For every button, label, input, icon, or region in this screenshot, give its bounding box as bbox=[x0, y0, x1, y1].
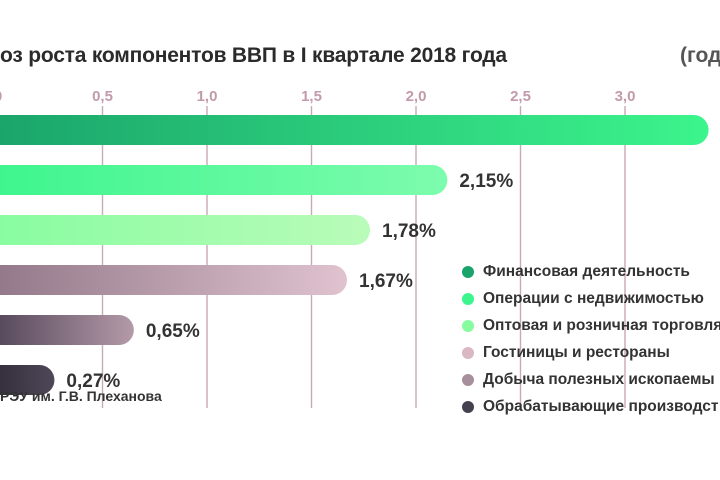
legend-label: Оптовая и розничная торговля bbox=[483, 316, 720, 334]
legend-label: Добыча полезных ископаемы bbox=[483, 370, 715, 388]
bar bbox=[0, 365, 55, 395]
bars bbox=[0, 115, 709, 395]
bar bbox=[0, 215, 371, 245]
legend-label: Операции с недвижимостью bbox=[483, 289, 704, 307]
bar-value-label: 0,27% bbox=[66, 371, 120, 392]
bar-value-label: 0,65% bbox=[146, 321, 200, 342]
legend-swatch bbox=[462, 319, 474, 332]
legend-item: Операции с недвижимостью bbox=[462, 285, 720, 312]
legend-label: Обрабатывающие производст bbox=[483, 397, 719, 415]
x-axis-ticks: 0 0,5 1,0 1,5 2,0 2,5 3,0 bbox=[0, 88, 635, 105]
bar bbox=[0, 165, 448, 195]
legend-item: Оптовая и розничная торговля bbox=[462, 312, 720, 339]
bar bbox=[0, 115, 709, 145]
legend-label: Гостиницы и рестораны bbox=[483, 343, 670, 361]
source-note: РЭУ им. Г.В. Плеханова bbox=[0, 388, 162, 404]
chart-title-unit: (год bbox=[680, 44, 720, 67]
legend-item: Добыча полезных ископаемы bbox=[462, 366, 720, 393]
bar bbox=[0, 315, 134, 345]
x-tick-label: 3,0 bbox=[615, 88, 636, 105]
legend-item: Обрабатывающие производст bbox=[462, 393, 720, 420]
legend-label: Финансовая деятельность bbox=[483, 262, 690, 280]
legend-swatch bbox=[462, 400, 474, 413]
bar bbox=[0, 265, 348, 295]
bar-value-label: 2,15% bbox=[459, 171, 513, 192]
bar-value-label: 1,78% bbox=[382, 221, 436, 242]
x-tick-label: 1,5 bbox=[301, 88, 322, 105]
x-tick-label: 0 bbox=[0, 88, 2, 105]
legend-swatch bbox=[462, 373, 474, 386]
legend-swatch bbox=[462, 292, 474, 305]
legend-item: Гостиницы и рестораны bbox=[462, 339, 720, 366]
legend-swatch bbox=[462, 265, 474, 278]
bar-value-label: 1,67% bbox=[359, 271, 413, 292]
x-tick-label: 2,0 bbox=[406, 88, 427, 105]
value-labels: 2,15% 1,78% 1,67% 0,65% 0,27% bbox=[66, 171, 513, 392]
legend-item: Финансовая деятельность bbox=[462, 258, 720, 285]
grid-lines bbox=[101, 106, 626, 408]
chart-title: оз роста компонентов ВВП в I квартале 20… bbox=[0, 44, 507, 67]
x-tick-label: 1,0 bbox=[197, 88, 218, 105]
legend: Финансовая деятельность Операции с недви… bbox=[462, 258, 720, 420]
legend-swatch bbox=[462, 346, 474, 359]
x-tick-label: 0,5 bbox=[92, 88, 113, 105]
x-tick-label: 2,5 bbox=[510, 88, 531, 105]
